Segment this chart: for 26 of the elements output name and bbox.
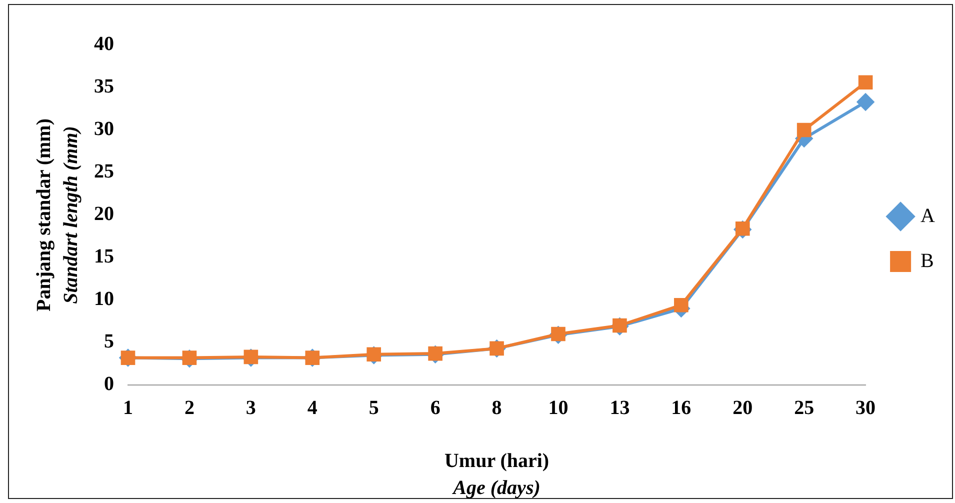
x-tick-label: 1 [123,397,133,420]
x-tick-label: 20 [732,397,753,420]
y-tick-label: 20 [94,203,114,226]
y-tick-label: 10 [94,288,114,310]
y-tick-label: 5 [104,330,114,353]
x-tick-label: 25 [794,397,814,420]
y-tick-label: 30 [94,118,114,140]
y-tick-label: 35 [94,76,114,98]
x-tick-label: 6 [430,397,440,420]
x-tick-label: 10 [548,397,568,420]
y-tick-label: 0 [104,373,114,396]
x-tick-label: 2 [184,397,194,420]
y-tick-label: 25 [94,160,114,183]
x-axis-title: Umur (hari) Age (days) [444,450,550,500]
x-tick-label: 5 [368,397,379,420]
x-tick-label: 16 [671,397,692,420]
y-axis-title: Panjang standar (mm) Standart length (mm) [33,118,82,312]
x-tick-label: 8 [492,397,502,420]
x-tick-label: 4 [307,397,318,420]
legend-label: A [920,204,936,227]
legend-label: B [920,250,934,272]
x-tick-label: 3 [246,397,256,420]
x-tick-label: 13 [610,397,630,420]
x-tick-label: 30 [856,397,876,420]
y-tick-label: 40 [94,33,114,56]
y-tick-label: 15 [94,246,114,268]
